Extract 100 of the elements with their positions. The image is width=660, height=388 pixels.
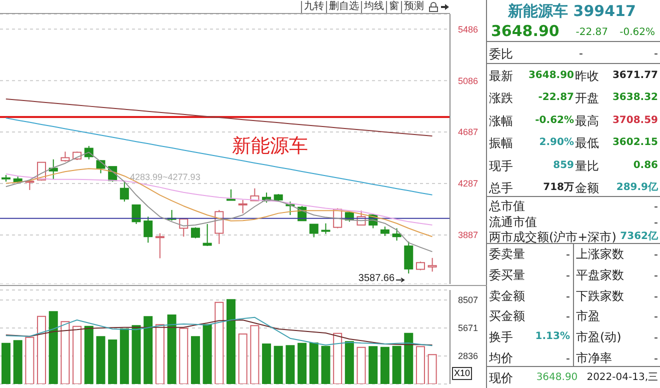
text: 振幅 — [489, 136, 513, 150]
bar — [37, 316, 46, 384]
text: -22.87 — [576, 27, 608, 38]
text: 新能源车 399417 — [508, 2, 636, 20]
bar — [2, 342, 10, 384]
text: - — [654, 352, 658, 365]
text: 3648.90 — [528, 70, 574, 81]
text: 卖金额 — [489, 288, 525, 303]
candlestick — [404, 241, 414, 274]
text: - — [566, 290, 570, 303]
candlestick — [48, 158, 58, 180]
bar — [190, 336, 200, 384]
bar — [404, 332, 414, 384]
bar — [214, 302, 224, 384]
y-axis-title: X10 — [452, 367, 472, 380]
text: 3648.90 — [491, 22, 560, 40]
text: 金额 — [575, 181, 599, 195]
text: 两市成交额(沪市+深市) — [489, 230, 616, 244]
bar — [72, 326, 82, 384]
y-tick-label: 4287 — [458, 178, 478, 189]
text: 3602.15 — [612, 137, 658, 148]
text: 总市值 — [489, 199, 525, 213]
text: 现手 — [489, 158, 513, 173]
y-tick-label: 5486 — [458, 24, 478, 34]
text: 涨跌 — [489, 91, 513, 106]
text: 现价 — [489, 371, 513, 385]
line-series — [5, 118, 433, 196]
text: 718万 — [543, 182, 574, 193]
y-tick-label: 4687 — [458, 127, 478, 138]
text: 289.9亿 — [616, 182, 658, 193]
candlestick — [380, 226, 390, 236]
text: 开盘 — [575, 91, 599, 106]
text: 最低 — [575, 136, 599, 150]
bar — [309, 342, 318, 384]
bar — [298, 342, 307, 384]
bar — [155, 324, 164, 384]
bar — [179, 328, 188, 384]
bar — [25, 336, 34, 384]
text: -0.62% — [535, 114, 574, 126]
candlestick — [155, 232, 164, 259]
bar — [416, 346, 425, 384]
candlestick — [120, 181, 129, 202]
candlestick — [226, 188, 236, 201]
text: 3708.59 — [612, 114, 658, 126]
bar — [48, 311, 58, 384]
text: 昨收 — [575, 69, 599, 83]
text: - — [654, 310, 658, 324]
text: 涨幅 — [489, 114, 513, 128]
bar — [60, 321, 70, 384]
text: - — [654, 200, 658, 213]
text: 委卖量 — [489, 247, 525, 261]
text: 7362亿 — [620, 231, 658, 242]
bar — [120, 328, 129, 384]
text: 窗 — [386, 0, 401, 12]
text: 新能源车 — [232, 134, 308, 159]
text: 委比 — [489, 47, 513, 61]
text: 最高 — [575, 114, 599, 128]
bar — [132, 325, 141, 384]
bar — [368, 346, 378, 384]
text: 预测 — [401, 0, 426, 12]
text: - — [654, 268, 658, 282]
text: -0.62% — [620, 27, 655, 38]
text: 上涨家数 — [576, 247, 624, 261]
text: 下跌家数 — [576, 288, 624, 303]
text: 量比 — [575, 158, 599, 173]
text: 2022-04-13,三 — [586, 372, 658, 383]
text: 九转 — [301, 0, 326, 12]
bar — [428, 354, 437, 384]
candlestick — [60, 151, 70, 162]
candlestick — [132, 204, 141, 224]
text: - — [654, 290, 658, 303]
candlestick — [144, 216, 153, 244]
candlestick — [309, 224, 318, 238]
candlestick — [392, 228, 402, 242]
text: - — [654, 216, 658, 228]
line-series — [5, 98, 433, 137]
text: 2.90% — [539, 137, 574, 148]
bar — [108, 340, 118, 384]
text: 均价 — [489, 351, 513, 365]
text: - — [566, 352, 570, 365]
text: 市盈 — [576, 309, 600, 324]
bar — [167, 314, 176, 384]
bar — [333, 332, 342, 384]
text: - — [654, 331, 658, 344]
text: - — [566, 310, 570, 324]
text: 委买量 — [489, 268, 525, 282]
text: 3671.77 — [612, 70, 658, 81]
bar — [344, 341, 354, 384]
y-tick-label: 5086 — [458, 76, 478, 86]
bar — [321, 346, 330, 384]
text: - — [654, 47, 658, 60]
text: 换手 — [489, 330, 513, 344]
text: 1.13% — [535, 331, 570, 342]
bar — [238, 333, 248, 384]
y-tick-label: 8507 — [458, 295, 478, 306]
candlestick — [214, 209, 224, 244]
annotation: 3587.66 — [357, 273, 395, 284]
text: 最新 — [489, 69, 513, 83]
bar — [144, 316, 153, 384]
y-tick-label: 5671 — [458, 323, 478, 334]
